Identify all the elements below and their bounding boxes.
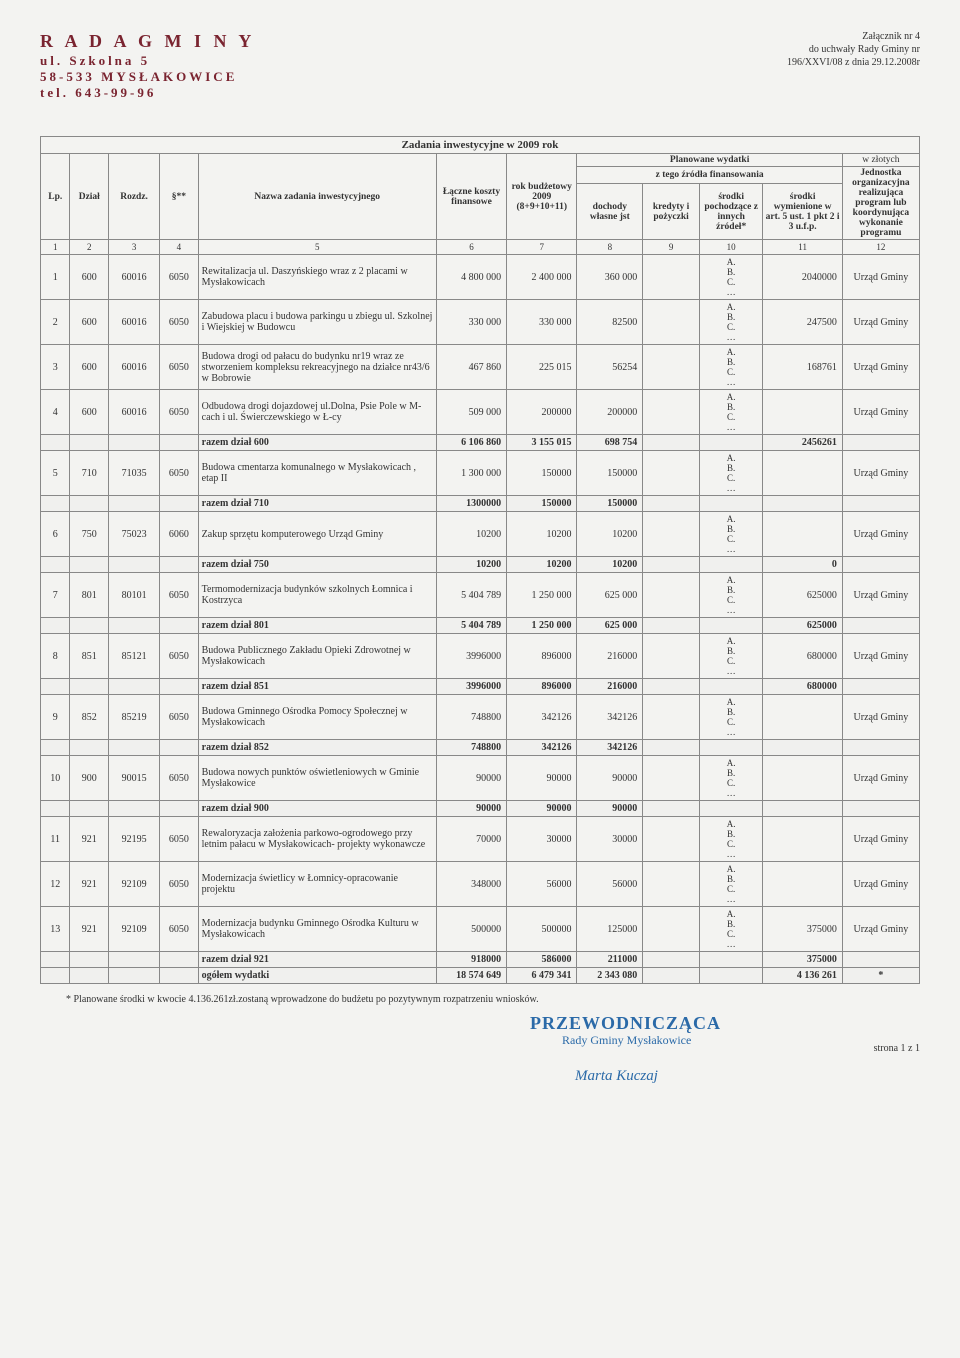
col-index: 9 [643, 240, 700, 255]
resolution: do uchwały Rady Gminy nr [787, 43, 920, 56]
col-index: 6 [436, 240, 506, 255]
table-row: 10900900156050Budowa nowych punktów oświ… [41, 756, 920, 801]
col-srp: środki pochodzące z innych źródeł* [699, 184, 763, 240]
col-laczne: Łączne koszty finansowe [436, 154, 506, 240]
subtotal-row: razem dział 7501020010200102000 [41, 557, 920, 573]
col-index: 10 [699, 240, 763, 255]
col-index: 4 [160, 240, 199, 255]
col-index: 3 [109, 240, 160, 255]
col-index: 5 [198, 240, 436, 255]
org-tel: tel. 643-99-96 [40, 85, 255, 101]
col-srw: środki wymienione w art. 5 ust. 1 pkt 2 … [763, 184, 842, 240]
col-doch: dochody własne jst [577, 184, 643, 240]
table-row: 3600600166050Budowa drogi od pałacu do b… [41, 345, 920, 390]
col-index: 2 [70, 240, 109, 255]
col-zloty: w złotych [842, 154, 919, 167]
grandtotal-row: ogółem wydatki18 574 6496 479 3412 343 0… [41, 968, 920, 984]
col-jed: Jednostka organizacyjna realizująca prog… [842, 167, 919, 240]
col-par: §** [160, 154, 199, 240]
col-index: 7 [507, 240, 577, 255]
table-row: 12921921096050Modernizacja świetlicy w Ł… [41, 862, 920, 907]
org-name: R A D A G M I N Y [40, 30, 255, 53]
col-rozdz: Rozdz. [109, 154, 160, 240]
sign-name: Marta Kuczaj [575, 1068, 658, 1085]
letterhead-right: Załącznik nr 4 do uchwały Rady Gminy nr … [787, 30, 920, 69]
org-addr: ul. Szkolna 5 [40, 53, 255, 69]
col-index: 11 [763, 240, 842, 255]
page-count: strona 1 z 1 [874, 1043, 920, 1054]
sign-org: Rady Gminy Mysłakowice [562, 1033, 691, 1048]
subtotal-row: razem dział 8015 404 7891 250 000625 000… [41, 618, 920, 634]
footnote: * Planowane środki w kwocie 4.136.261zł.… [66, 994, 920, 1005]
letterhead: R A D A G M I N Y ul. Szkolna 5 58-533 M… [40, 30, 920, 101]
col-index: 8 [577, 240, 643, 255]
col-nazwa: Nazwa zadania inwestycyjnego [198, 154, 436, 240]
col-index: 1 [41, 240, 70, 255]
col-rok: rok budżetowy 2009 (8+9+10+11) [507, 154, 577, 240]
letterhead-left: R A D A G M I N Y ul. Szkolna 5 58-533 M… [40, 30, 255, 101]
attach-no: Załącznik nr 4 [787, 30, 920, 43]
table-row: 5710710356050Budowa cmentarza komunalneg… [41, 451, 920, 496]
sign-title: PRZEWODNICZĄCA [530, 1013, 721, 1034]
table-caption: Zadania inwestycyjne w 2009 rok [41, 137, 920, 154]
res-date: 196/XXVI/08 z dnia 29.12.2008r [787, 56, 920, 69]
investment-table: Zadania inwestycyjne w 2009 rok Lp. Dzia… [40, 136, 920, 984]
table-row: 11921921956050Rewaloryzacja założenia pa… [41, 817, 920, 862]
table-row: 13921921096050Modernizacja budynku Gminn… [41, 907, 920, 952]
table-row: 6750750236060Zakup sprzętu komputerowego… [41, 512, 920, 557]
col-lp: Lp. [41, 154, 70, 240]
subtotal-row: razem dział 900900009000090000 [41, 801, 920, 817]
table-row: 2600600166050Zabudowa placu i budowa par… [41, 300, 920, 345]
col-ztego: z tego źródła finansowania [577, 167, 842, 184]
table-row: 9852852196050Budowa Gminnego Ośrodka Pom… [41, 695, 920, 740]
subtotal-row: razem dział 921918000586000211000375000 [41, 952, 920, 968]
table-row: 1600600166050Rewitalizacja ul. Daszyński… [41, 255, 920, 300]
subtotal-row: razem dział 8513996000896000216000680000 [41, 679, 920, 695]
table-row: 8851851216050Budowa Publicznego Zakładu … [41, 634, 920, 679]
subtotal-row: razem dział 6006 106 8603 155 015698 754… [41, 435, 920, 451]
table-row: 7801801016050Termomodernizacja budynków … [41, 573, 920, 618]
col-dzial: Dział [70, 154, 109, 240]
org-city: 58-533 MYSŁAKOWICE [40, 69, 255, 85]
col-plan: Planowane wydatki [577, 154, 842, 167]
col-index: 12 [842, 240, 919, 255]
signature-block: PRZEWODNICZĄCA Rady Gminy Mysłakowice Ma… [40, 1013, 920, 1103]
subtotal-row: razem dział 852748800342126342126 [41, 740, 920, 756]
table-row: 4600600166050Odbudowa drogi dojazdowej u… [41, 390, 920, 435]
col-kred: kredyty i pożyczki [643, 184, 700, 240]
subtotal-row: razem dział 7101300000150000150000 [41, 496, 920, 512]
